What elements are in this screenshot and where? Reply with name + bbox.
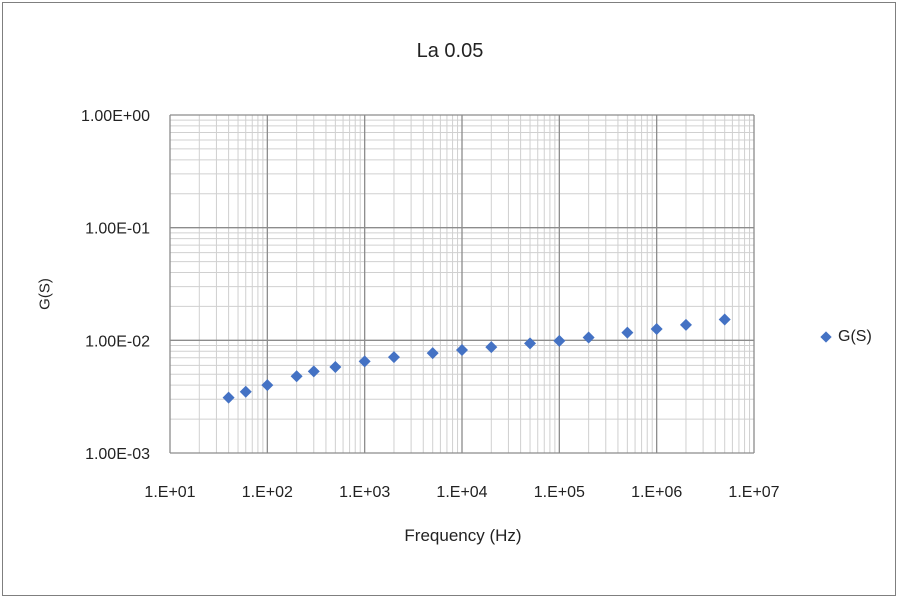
legend-marker-icon	[820, 331, 832, 343]
data-point	[553, 334, 566, 347]
y-tick-label: 1.00E-03	[85, 446, 150, 463]
x-tick-label: 1.E+03	[339, 484, 390, 501]
data-point	[222, 391, 235, 404]
x-tick-label: 1.E+05	[534, 484, 585, 501]
data-point	[358, 355, 371, 368]
x-tick-label: 1.E+07	[728, 484, 779, 501]
x-tick-label: 1.E+02	[242, 484, 293, 501]
y-axis-label: G(S)	[36, 278, 54, 310]
y-tick-label: 1.00E+00	[81, 108, 150, 125]
y-tick-label: 1.00E-02	[85, 333, 150, 350]
x-tick-label: 1.E+04	[436, 484, 487, 501]
data-point	[456, 344, 468, 357]
legend: G(S)	[820, 328, 872, 346]
data-point	[524, 337, 537, 350]
data-point	[650, 323, 663, 336]
data-point	[261, 379, 274, 392]
data-point	[426, 347, 439, 360]
x-axis-label: Frequency (Hz)	[404, 526, 522, 545]
data-point	[239, 385, 252, 398]
y-tick-label: 1.00E-01	[85, 221, 150, 238]
data-point	[290, 370, 303, 383]
data-point	[329, 360, 342, 373]
legend-label: G(S)	[838, 328, 872, 345]
data-point	[307, 365, 320, 378]
chart-title: La 0.05	[416, 40, 484, 62]
x-tick-label: 1.E+01	[144, 484, 195, 501]
data-point	[387, 351, 400, 364]
data-point	[485, 341, 498, 354]
data-point	[718, 313, 731, 326]
data-point	[679, 318, 692, 331]
x-tick-label: 1.E+06	[631, 484, 682, 501]
data-point	[621, 326, 634, 339]
data-point	[582, 331, 595, 344]
